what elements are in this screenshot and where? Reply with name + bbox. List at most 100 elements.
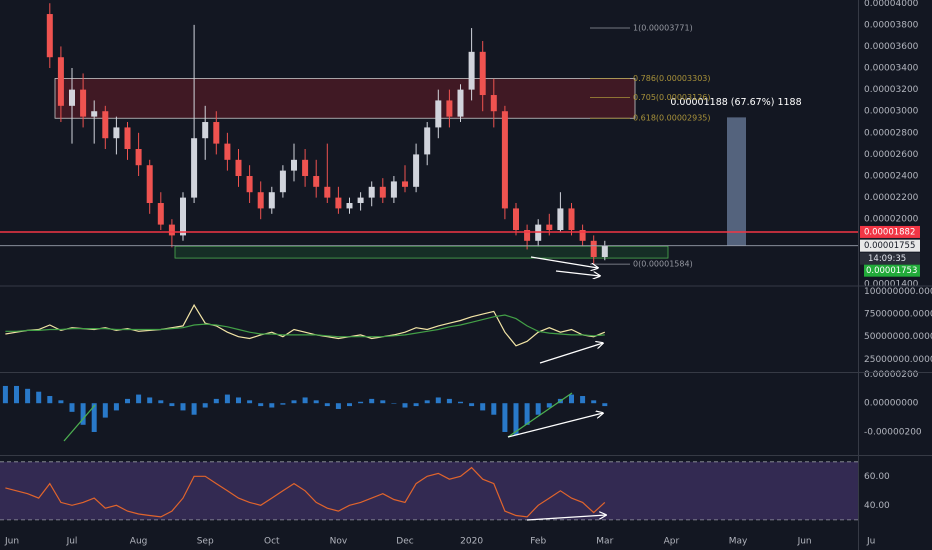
y-tick-label: 0.00000200 [864,370,919,380]
histogram-bar [47,396,53,404]
x-tick-label: Aug [130,537,148,547]
histogram-bar [14,385,19,404]
y-tick-label: 0.00001400 [864,280,919,290]
candle-body [124,127,131,150]
price-tag [860,252,920,265]
histogram-bar [69,403,75,412]
candle-body [435,100,442,128]
histogram-bar [224,394,230,404]
histogram-bar [369,398,375,404]
y-tick-label: 50000000.00000000 [864,332,932,342]
candle-body [424,127,431,155]
support-zone [174,245,669,259]
candle-body [302,159,309,177]
y-tick-label: 40.00 [864,501,890,511]
y-tick-label: 0.00003600 [864,42,919,52]
y-tick-label: 60.00 [864,472,890,482]
y-tick-label: 0.00003400 [864,64,919,74]
histogram-bar [91,403,97,432]
histogram-bar [236,397,241,404]
histogram-bar [158,400,164,404]
candle-body [157,203,164,225]
histogram-bar [513,403,519,435]
candle-body [468,51,475,90]
histogram-bar [524,403,530,425]
candle-body [335,197,342,209]
x-tick-label: May [729,537,748,547]
x-tick-label: Sep [197,537,214,547]
resistance-label: 0.00001882 [864,227,915,237]
histogram-bar [113,403,119,411]
candle-body [80,89,87,117]
candle-body [501,111,508,209]
histogram-bar [491,403,497,415]
candle-body [46,14,53,58]
histogram-bar [591,400,597,404]
trend-line [507,392,573,438]
histogram-bar [169,403,175,407]
candle-body [546,224,553,231]
y-tick-label: 0.00000000 [864,399,919,409]
histogram-bar [25,388,31,404]
candle-body [168,224,175,236]
indicator-line [5,314,605,338]
candle-body [268,192,275,209]
candle-body [579,230,586,241]
histogram-bar [147,397,153,404]
fib-label: 0.786(0.00003303) [633,74,711,83]
histogram-bar [269,403,275,408]
histogram-bar [435,397,441,404]
divergence-arrow [507,413,603,438]
candle-body [324,186,331,198]
bid-label: 0.00001753 [866,266,917,276]
histogram-bar [58,400,64,404]
candle-body [568,208,575,231]
x-tick-label: Jun [4,537,19,547]
candle-body [379,186,386,198]
x-tick-label: Jul [66,537,78,547]
candle-body [524,230,531,241]
histogram-bar [413,403,419,407]
countdown: 14:09:35 [868,254,906,264]
candle-body [257,192,264,209]
trend-line [63,404,96,442]
measure-box [727,117,746,246]
divergence-arrow [526,515,606,521]
drawings [63,256,606,521]
y-tick-label: 0.00002400 [864,172,919,182]
price-tag [860,239,920,252]
histogram-bar [502,403,508,432]
candle-body [279,170,286,193]
price-tag [860,225,920,238]
candle-body [224,143,231,160]
histogram-bar [358,401,364,404]
divergence-arrow [539,343,603,364]
histogram-bar [446,398,452,404]
histogram-bar [313,400,319,404]
histogram-bar [247,400,253,404]
x-tick-label: Feb [530,537,546,547]
histogram-bar [347,403,352,407]
candle-body [357,197,364,204]
histogram-bar [546,403,552,408]
y-tick-label: 25000000.00000000 [864,355,932,365]
histogram-bar [302,397,308,404]
candle-body [313,176,320,187]
fib-label: 1(0.00003771) [633,23,693,32]
x-tick-label: Jun [797,537,812,547]
x-tick-label: Oct [264,537,280,547]
y-tick-label: 0.00002800 [864,128,919,138]
candle-body [390,181,397,198]
candle-body [291,159,297,171]
histogram-bar [391,403,397,404]
indicator-line [5,303,606,347]
price-tag [864,264,920,277]
candle-body [246,176,253,193]
candle-body [490,95,497,112]
y-tick-label: 0.00003200 [864,85,919,95]
histogram-bar [180,403,186,411]
last-price-label: 0.00001755 [864,241,915,251]
candle-body [191,138,198,198]
